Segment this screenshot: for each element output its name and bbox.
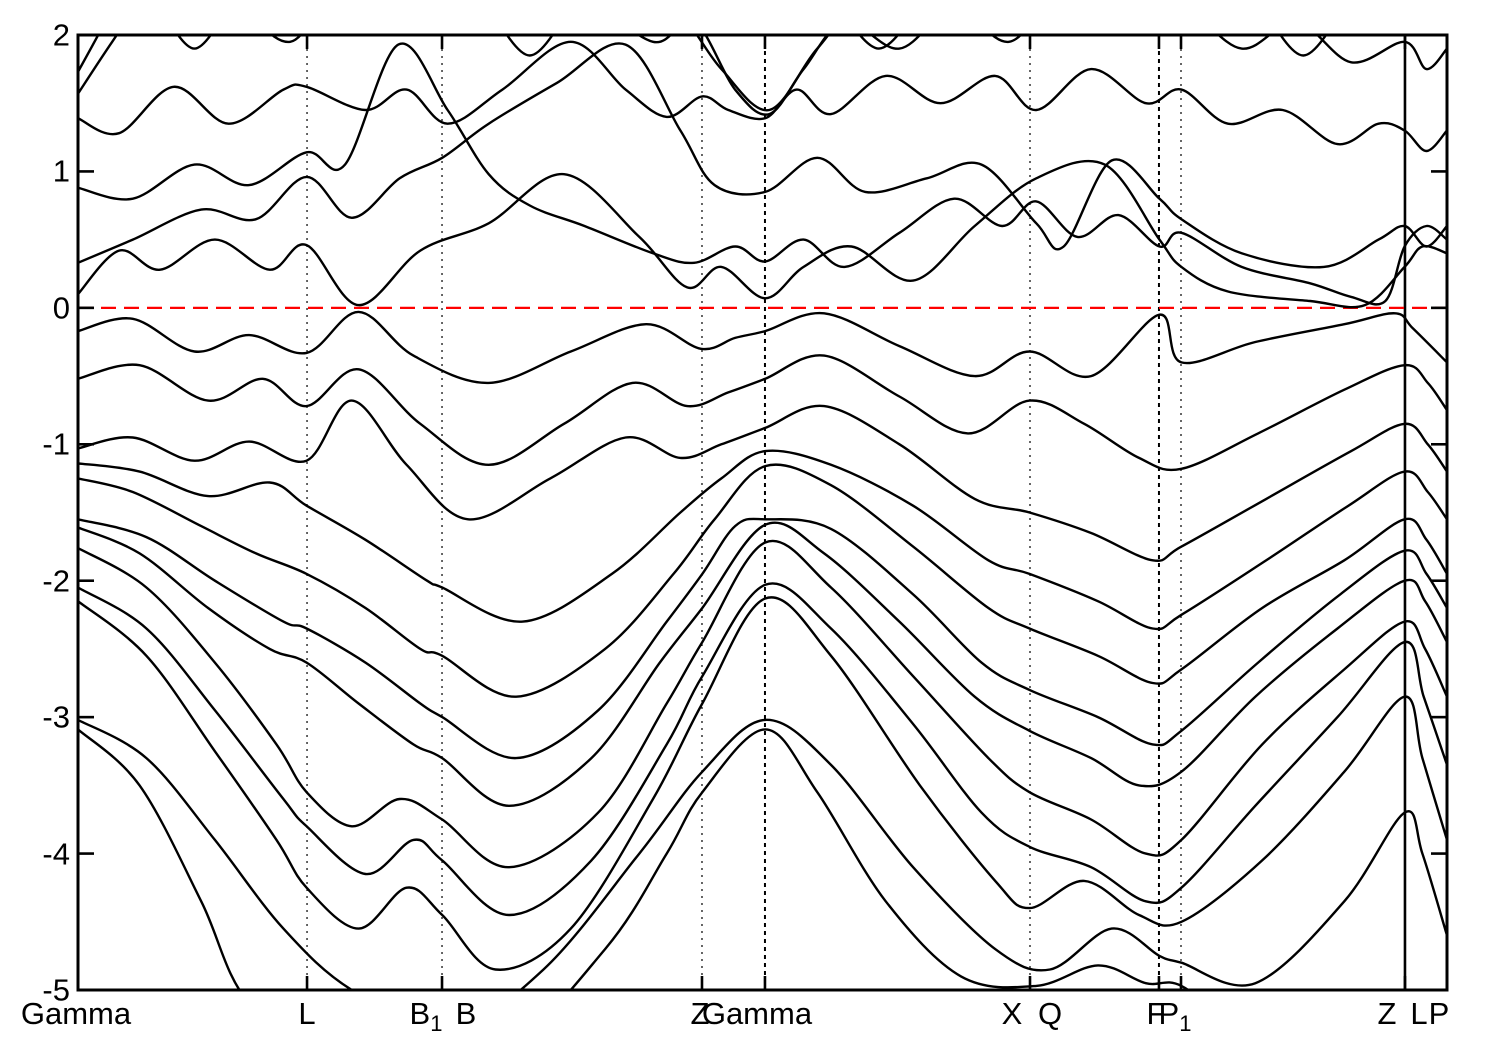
y-tick-label--3: -3 bbox=[42, 699, 70, 735]
band-curve-band-07 bbox=[78, 517, 1447, 760]
x-tick-label-b1: B1 bbox=[409, 996, 443, 1036]
x-tick-label-b: B bbox=[455, 996, 477, 1031]
band-curve-band-01 bbox=[78, 728, 1191, 990]
band-curve-band-12 bbox=[78, 310, 1447, 385]
y-tick-label-2: 2 bbox=[52, 17, 70, 53]
band-curve-band-03 bbox=[78, 596, 1447, 971]
band-curve-band-19 bbox=[176, 35, 213, 50]
band-curve-band-11 bbox=[78, 354, 1447, 472]
x-tick-label-f: F bbox=[1146, 996, 1166, 1031]
y-tick-label-1: 1 bbox=[52, 153, 70, 189]
axis-ticks bbox=[76, 33, 1449, 992]
band-curve-band-17 bbox=[78, 35, 1447, 116]
x-tick-label-p1: P1 bbox=[1158, 996, 1192, 1036]
plot-border bbox=[76, 33, 1449, 992]
band-curve-band-10 bbox=[78, 399, 1447, 562]
band-curve-band-20 bbox=[505, 35, 554, 57]
band-curve-band-02 bbox=[78, 718, 1447, 990]
band-curve-band-09 bbox=[78, 449, 1447, 631]
y-tick-label--5: -5 bbox=[42, 972, 70, 1008]
band-curve-band-22 bbox=[1279, 35, 1328, 57]
x-tick-label-l: L bbox=[1410, 996, 1428, 1031]
band-curve-band-06 bbox=[78, 521, 1447, 807]
x-tick-label-x: X bbox=[1001, 996, 1023, 1031]
y-tick-label-0: 0 bbox=[52, 290, 70, 326]
band-curve-band-18 bbox=[78, 35, 830, 112]
x-tick-label-l: L bbox=[298, 996, 316, 1031]
band-curve-band-21 bbox=[858, 35, 900, 50]
y-tick-label--1: -1 bbox=[42, 426, 70, 462]
band-curve-band-08 bbox=[78, 463, 1447, 698]
x-tick-label-z: Z bbox=[690, 996, 710, 1031]
band-curve-band-05 bbox=[78, 539, 1447, 869]
x-tick-label-gamma: Gamma bbox=[20, 996, 132, 1031]
x-tick-label-p: P bbox=[1428, 996, 1450, 1031]
band-curve-band-13 bbox=[78, 159, 1447, 309]
symmetry-gridlines bbox=[78, 35, 1447, 990]
band-curve-band-04 bbox=[78, 582, 1447, 917]
y-tick-label--2: -2 bbox=[42, 563, 70, 599]
x-tick-label-q: Q bbox=[1037, 996, 1063, 1031]
band-curve-band-14 bbox=[78, 42, 1447, 269]
band-curves bbox=[78, 35, 1447, 990]
y-tick-label--4: -4 bbox=[42, 836, 70, 872]
x-tick-label-z: Z bbox=[1377, 996, 1397, 1031]
x-tick-label-gamma: Gamma bbox=[701, 996, 813, 1031]
band-curve-band-16 bbox=[78, 40, 1447, 153]
band-curve-band-15 bbox=[78, 42, 1447, 306]
